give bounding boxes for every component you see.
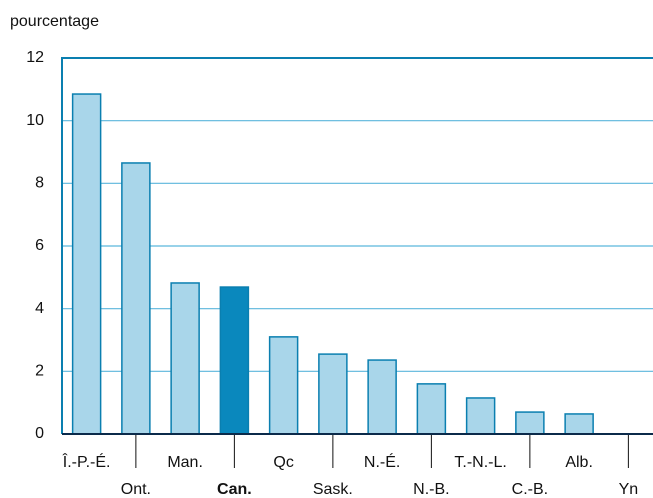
bar [416, 383, 447, 435]
x-tick-label: Ont. [121, 481, 151, 498]
x-tick-label: Can. [217, 481, 252, 498]
x-tick-label: T.-N.-L. [454, 454, 506, 471]
bar [170, 282, 200, 435]
x-tick-label: N.-B. [413, 481, 449, 498]
x-tick-label: Yn [619, 481, 639, 498]
x-tick-label: C.-B. [512, 481, 548, 498]
y-tick-label: 0 [35, 425, 44, 442]
y-tick-label: 6 [35, 237, 44, 254]
bar [318, 353, 348, 435]
x-tick-label: Qc [273, 454, 293, 471]
x-tick-label: N.-É. [364, 452, 400, 471]
bar [121, 162, 151, 435]
bar [71, 93, 102, 435]
y-tick-label: 2 [35, 363, 44, 380]
y-tick-label: 10 [26, 112, 44, 129]
bar [564, 413, 594, 435]
x-tick-label: Man. [167, 454, 203, 471]
y-axis-label: pourcentage [10, 13, 99, 30]
bar [367, 359, 397, 435]
y-tick-label: 8 [35, 175, 44, 192]
x-tick-label: Alb. [565, 454, 593, 471]
bar [219, 286, 250, 435]
bar [465, 397, 496, 435]
bar [268, 336, 299, 435]
x-tick-label: Î.-P.-É. [62, 452, 111, 471]
y-tick-label: 4 [35, 300, 44, 317]
bar [515, 411, 545, 435]
y-tick-label: 12 [26, 49, 44, 66]
x-tick-label: Sask. [313, 481, 353, 498]
